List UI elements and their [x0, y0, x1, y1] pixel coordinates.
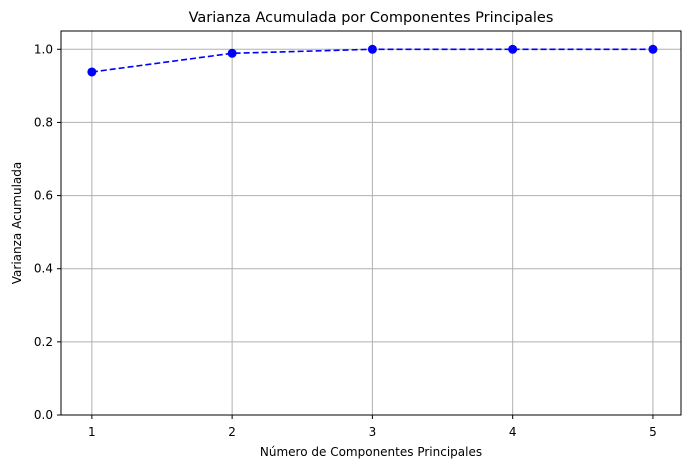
y-tick-label: 0.0 — [34, 408, 53, 422]
data-point — [648, 44, 658, 54]
axis-ticks: 1 2 3 4 5 0.0 0.2 0.4 0.6 0.8 1.0 — [34, 42, 657, 439]
x-tick-label: 2 — [228, 425, 236, 439]
data-point — [227, 48, 237, 58]
series-layer — [87, 44, 658, 77]
y-tick-label: 0.4 — [34, 262, 53, 276]
grid-lines — [61, 31, 681, 416]
plot-area-frame — [60, 30, 682, 416]
x-tick-label: 4 — [509, 425, 517, 439]
y-tick-label: 0.2 — [34, 335, 53, 349]
x-tick-label: 1 — [88, 425, 96, 439]
y-axis-label: Varianza Acumulada — [10, 162, 24, 284]
y-tick-label: 0.8 — [34, 115, 53, 129]
x-tick-label: 3 — [369, 425, 377, 439]
x-tick-label: 5 — [649, 425, 657, 439]
data-point — [367, 44, 377, 54]
y-tick-label: 1.0 — [34, 42, 53, 56]
y-tick-label: 0.6 — [34, 189, 53, 203]
data-point — [87, 67, 97, 77]
x-axis-label: Número de Componentes Principales — [260, 445, 482, 459]
data-point — [508, 44, 518, 54]
chart-title: Varianza Acumulada por Componentes Princ… — [189, 10, 554, 26]
